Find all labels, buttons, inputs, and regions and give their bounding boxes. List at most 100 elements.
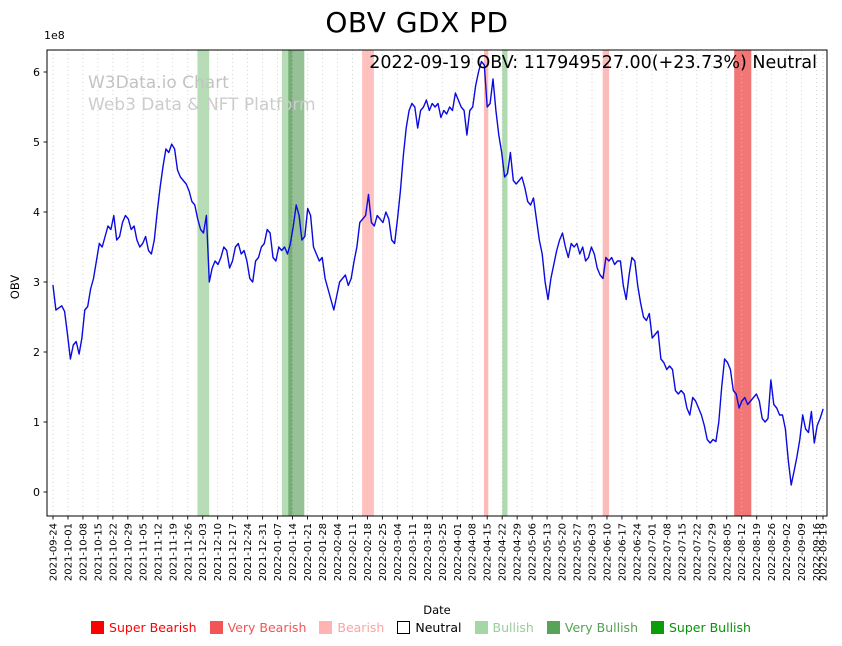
x-tick-label: 2021-12-03 — [198, 523, 209, 581]
x-tick-label: 2022-02-04 — [333, 523, 344, 581]
x-tick-label: 2022-05-27 — [573, 523, 584, 581]
x-tick-label: 2022-02-18 — [363, 523, 374, 581]
signal-band-bearish — [484, 50, 489, 516]
signal-band-bullish — [197, 50, 210, 516]
x-tick-label: 2022-07-29 — [707, 523, 718, 581]
x-tick-label: 2022-05-06 — [528, 523, 539, 581]
x-tick-label: 2022-01-28 — [318, 523, 329, 581]
x-tick-label: 2021-10-22 — [108, 523, 119, 581]
x-axis-label: Date — [423, 603, 451, 617]
y-tick-label: 6 — [33, 66, 40, 79]
x-tick-label: 2021-10-01 — [63, 523, 74, 581]
x-tick-label: 2022-03-11 — [408, 523, 419, 581]
x-tick-label: 2022-09-02 — [782, 523, 793, 581]
y-tick-label: 1 — [33, 416, 40, 429]
x-tick-label: 2022-03-18 — [423, 523, 434, 581]
x-tick-label: 2021-09-24 — [49, 523, 60, 581]
legend-label: Bearish — [337, 620, 385, 635]
x-tick-label: 2022-08-26 — [767, 523, 778, 581]
y-tick-label: 0 — [33, 486, 40, 499]
signal-band-bearish — [602, 50, 610, 516]
gridlines — [52, 50, 824, 516]
legend-label: Super Bullish — [669, 620, 751, 635]
x-tick-label: 2021-12-31 — [258, 523, 269, 581]
legend-swatch-icon — [319, 621, 333, 634]
legend-swatch-icon — [91, 621, 105, 634]
signal-band-very-bullish — [281, 50, 293, 516]
obv-line — [52, 60, 824, 486]
signal-bands — [197, 50, 752, 516]
x-tick-label: 2022-07-22 — [692, 523, 703, 581]
x-tick-label: 2021-12-24 — [243, 523, 254, 581]
x-tick-label: 2022-01-07 — [273, 523, 284, 581]
x-tick-label: 2022-06-17 — [617, 523, 628, 581]
legend-swatch-icon — [474, 621, 488, 634]
y-tick-label: 5 — [33, 136, 40, 149]
x-tick-label: 2022-02-25 — [378, 523, 389, 581]
x-tick-label: 2022-02-11 — [348, 523, 359, 581]
signal-band-very-bullish — [288, 50, 305, 516]
x-tick-label: 2022-09-09 — [797, 523, 808, 581]
x-tick-label: 2022-08-05 — [722, 523, 733, 581]
x-tick-label: 2022-06-10 — [602, 523, 613, 581]
legend-label: Bullish — [492, 620, 534, 635]
x-tick-label: 2022-08-12 — [737, 523, 748, 581]
x-tick-label: 2021-11-05 — [138, 523, 149, 581]
legend-item-bearish: Bearish — [319, 620, 384, 635]
chart-title: OBV GDX PD — [325, 6, 509, 39]
x-tick-label: 2022-04-22 — [498, 523, 509, 581]
x-tick-label: 2021-10-29 — [123, 523, 134, 581]
legend-item-super-bullish: Super Bullish — [651, 620, 751, 635]
x-tick-label: 2022-01-14 — [288, 523, 299, 581]
x-tick-label: 2022-04-01 — [453, 523, 464, 581]
x-tick-label: 2022-09-16 — [812, 523, 823, 581]
y-axis-label: OBV — [8, 274, 22, 300]
x-tick-label: 2022-06-03 — [588, 523, 599, 581]
x-tick-label: 2022-04-15 — [483, 523, 494, 581]
x-tick-label: 2022-09-19 — [819, 523, 830, 581]
watermark-line2: Web3 Data & NFT Platform — [88, 95, 316, 115]
x-tick-label: 2021-11-26 — [183, 523, 194, 581]
legend-swatch-icon — [209, 621, 223, 634]
legend-item-neutral: Neutral — [397, 620, 462, 635]
x-tick-label: 2021-10-08 — [78, 523, 89, 581]
x-tick-label: 2022-07-08 — [662, 523, 673, 581]
legend-item-super-bearish: Super Bearish — [91, 620, 197, 635]
x-tick-label: 2022-04-08 — [468, 523, 479, 581]
x-tick-label: 2022-05-20 — [558, 523, 569, 581]
x-tick-label: 2022-07-15 — [677, 523, 688, 581]
legend-item-very-bearish: Very Bearish — [209, 620, 307, 635]
x-tick-label: 2021-11-19 — [168, 523, 179, 581]
x-tick-label: 2021-12-10 — [213, 523, 224, 581]
legend-label: Super Bearish — [109, 620, 197, 635]
plot-border — [46, 49, 828, 517]
legend-swatch-icon — [651, 621, 664, 634]
x-tick-label: 2022-04-29 — [513, 523, 524, 581]
x-tick-label: 2022-07-01 — [647, 523, 658, 581]
y-tick-label: 2 — [33, 346, 40, 359]
x-tick-label: 2022-01-21 — [303, 523, 314, 581]
y-axis-offset-label: 1e8 — [44, 29, 65, 42]
legend-label: Very Bearish — [227, 620, 307, 635]
watermark-line1: W3Data.io Chart — [88, 73, 229, 93]
y-tick-label: 3 — [33, 276, 40, 289]
x-tick-label: 2022-06-24 — [632, 523, 643, 581]
x-tick-label: 2021-10-15 — [93, 523, 104, 581]
legend-item-bullish: Bullish — [474, 620, 534, 635]
x-tick-label: 2022-03-25 — [438, 523, 449, 581]
legend-label: Very Bullish — [564, 620, 638, 635]
x-tick-label: 2022-03-04 — [393, 523, 404, 581]
legend-label: Neutral — [415, 620, 462, 635]
signal-band-very-bearish — [734, 50, 752, 516]
legend-swatch-icon — [397, 621, 411, 634]
x-tick-label: 2021-11-12 — [153, 523, 164, 581]
latest-value-annotation: 2022-09-19 OBV: 117949527.00(+23.73%) Ne… — [369, 53, 817, 73]
signal-band-bearish — [362, 50, 374, 516]
legend-item-very-bullish: Very Bullish — [546, 620, 638, 635]
legend: Super Bearish Very Bearish Bearish Neutral B… — [0, 620, 842, 635]
y-tick-label: 4 — [33, 206, 40, 219]
x-tick-label: 2021-12-17 — [228, 523, 239, 581]
watermark: W3Data.io Chart Web3 Data & NFT Platform — [88, 72, 316, 116]
signal-band-bullish — [502, 50, 508, 516]
